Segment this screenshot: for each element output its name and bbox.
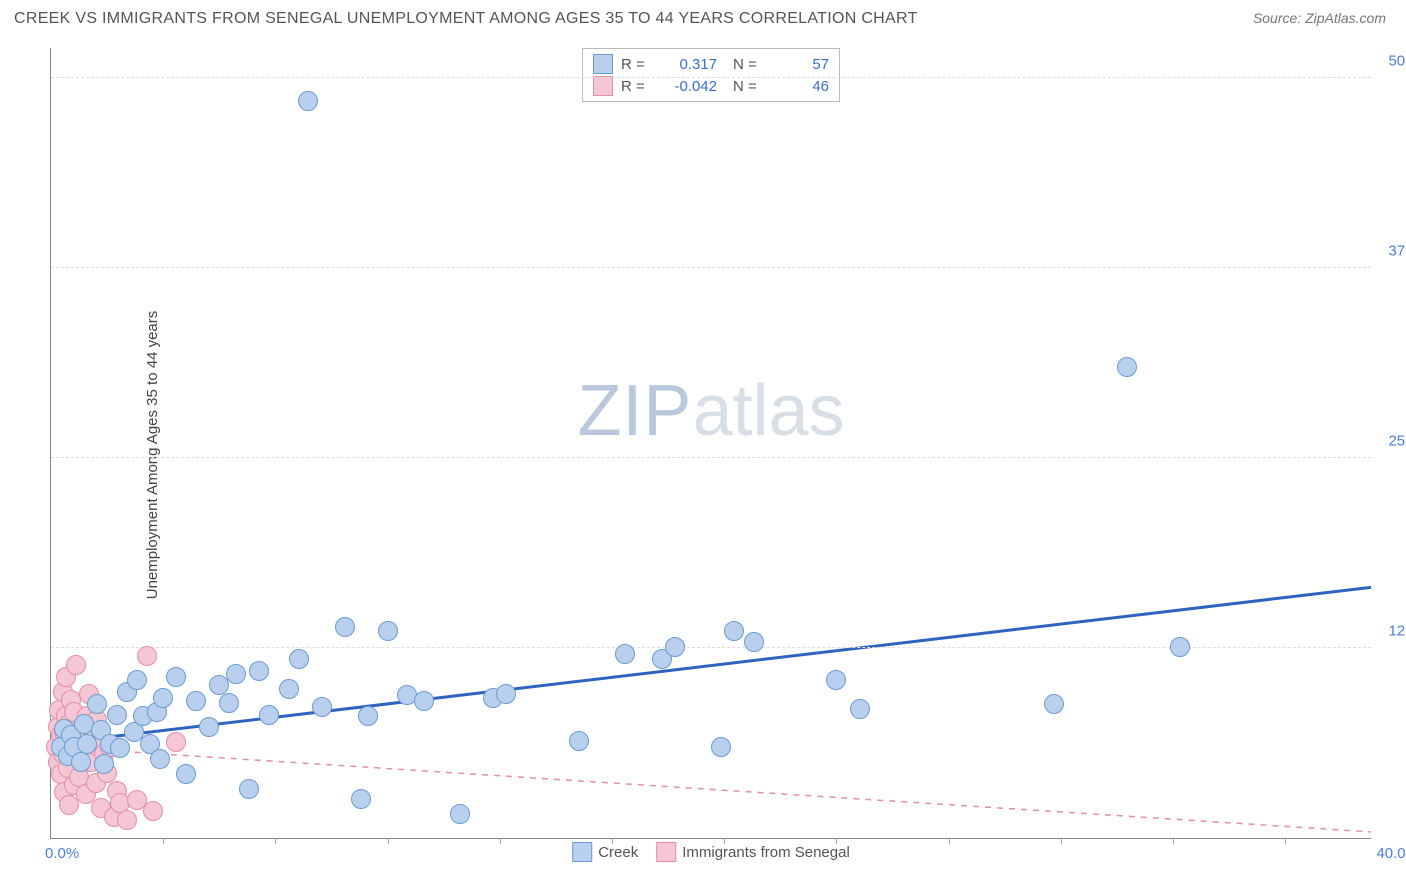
scatter-point-senegal [66,655,86,675]
gridline [51,267,1371,268]
y-axis-tick-label: 37.5% [1375,243,1406,260]
y-axis-tick-label: 50.0% [1375,53,1406,70]
scatter-point-creek [186,691,206,711]
r-value-senegal: -0.042 [657,78,717,95]
scatter-point-creek [166,667,186,687]
x-axis-tick [1285,838,1286,844]
x-axis-min-label: 0.0% [45,845,79,862]
scatter-point-creek [150,749,170,769]
x-axis-tick [724,838,725,844]
gridline [51,77,1371,78]
scatter-point-creek [850,699,870,719]
scatter-point-creek [826,670,846,690]
scatter-point-creek [1117,357,1137,377]
gridline [51,457,1371,458]
scatter-point-creek [569,731,589,751]
x-axis-tick [163,838,164,844]
trend-lines [51,48,1371,838]
scatter-point-creek [665,637,685,657]
scatter-point-creek [358,706,378,726]
scatter-point-creek [249,661,269,681]
scatter-point-creek [724,621,744,641]
series-legend: Creek Immigrants from Senegal [572,842,850,862]
scatter-point-creek [335,617,355,637]
scatter-point-creek [219,693,239,713]
y-axis-tick-label: 25.0% [1375,433,1406,450]
scatter-point-creek [744,632,764,652]
scatter-point-senegal [137,646,157,666]
correlation-legend: R = 0.317 N = 57 R = -0.042 N = 46 [582,48,840,102]
scatter-point-creek [176,764,196,784]
scatter-point-creek [94,754,114,774]
watermark: ZIPatlas [577,370,844,452]
x-axis-tick [612,838,613,844]
scatter-point-senegal [117,810,137,830]
scatter-point-creek [153,688,173,708]
scatter-point-creek [496,684,516,704]
x-axis-tick [949,838,950,844]
scatter-point-creek [1170,637,1190,657]
scatter-point-creek [378,621,398,641]
swatch-creek-icon [572,842,592,862]
scatter-point-creek [110,738,130,758]
legend-item-creek: Creek [572,842,638,862]
scatter-point-creek [1044,694,1064,714]
chart-title: CREEK VS IMMIGRANTS FROM SENEGAL UNEMPLO… [14,10,918,28]
x-axis-tick [500,838,501,844]
scatter-point-creek [711,737,731,757]
scatter-point-creek [312,697,332,717]
scatter-point-senegal [143,801,163,821]
x-axis-tick [388,838,389,844]
x-axis-tick [836,838,837,844]
swatch-senegal-icon [593,76,613,96]
n-value-senegal: 46 [769,78,829,95]
swatch-creek-icon [593,54,613,74]
scatter-point-creek [351,789,371,809]
scatter-point-creek [298,91,318,111]
scatter-point-creek [87,694,107,714]
chart-container: Unemployment Among Ages 35 to 44 years Z… [14,40,1392,870]
scatter-point-creek [239,779,259,799]
scatter-point-creek [279,679,299,699]
x-axis-max-label: 40.0% [1376,845,1406,862]
source-attribution: Source: ZipAtlas.com [1253,10,1386,26]
swatch-senegal-icon [656,842,676,862]
r-value-creek: 0.317 [657,56,717,73]
scatter-point-creek [414,691,434,711]
scatter-point-creek [107,705,127,725]
n-value-creek: 57 [769,56,829,73]
x-axis-tick [275,838,276,844]
scatter-point-creek [226,664,246,684]
legend-item-senegal: Immigrants from Senegal [656,842,850,862]
scatter-point-creek [71,752,91,772]
scatter-point-creek [199,717,219,737]
y-axis-tick-label: 12.5% [1375,623,1406,640]
x-axis-tick [1173,838,1174,844]
plot-area: ZIPatlas R = 0.317 N = 57 R = -0.042 N =… [50,48,1371,839]
scatter-point-creek [615,644,635,664]
scatter-point-creek [127,670,147,690]
scatter-point-creek [259,705,279,725]
scatter-point-creek [289,649,309,669]
legend-row-creek: R = 0.317 N = 57 [593,53,829,75]
scatter-point-creek [450,804,470,824]
scatter-point-senegal [166,732,186,752]
x-axis-tick [1061,838,1062,844]
